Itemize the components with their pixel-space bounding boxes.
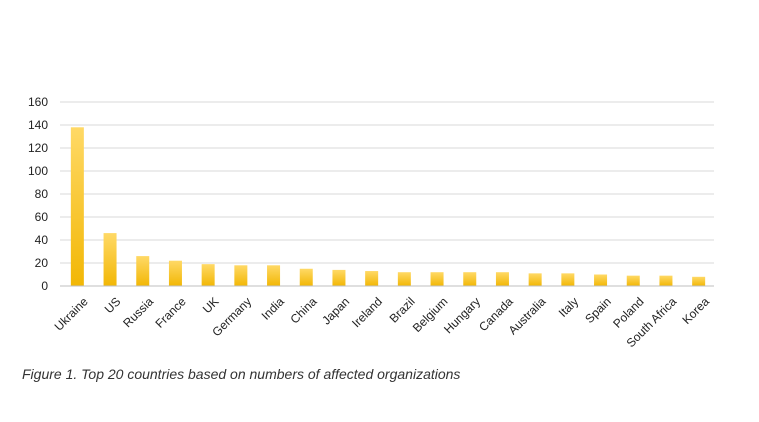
x-tick-label: Ukraine — [52, 294, 91, 333]
y-axis-ticks: 0 20 40 60 80 100 120 140 160 — [28, 95, 48, 293]
x-tick-label: Russia — [120, 294, 156, 330]
x-tick-label: Hungary — [441, 294, 483, 336]
y-tick-label: 160 — [28, 95, 48, 109]
x-tick-label: Korea — [679, 294, 712, 327]
bar-hungary — [463, 272, 477, 286]
y-tick-label: 40 — [35, 233, 49, 247]
bar-south-africa — [659, 275, 673, 286]
gridlines — [60, 101, 714, 264]
y-tick-label: 80 — [35, 187, 49, 201]
x-tick-label: UK — [200, 294, 222, 316]
x-tick-label: US — [102, 294, 124, 316]
bar-chart: 0 20 40 60 80 100 120 140 160 Ukraine USRussiaFra… — [28, 95, 714, 350]
bar-belgium — [430, 272, 444, 286]
bar-russia — [136, 256, 150, 286]
figure-caption: Figure 1. Top 20 countries based on numb… — [22, 366, 461, 382]
x-tick-label: Ireland — [349, 294, 385, 330]
bar-uk — [201, 264, 215, 286]
y-tick-label: 100 — [28, 164, 48, 178]
bar-ukraine — [70, 127, 84, 286]
x-tick-label: Spain — [582, 294, 614, 326]
bar-spain — [594, 274, 608, 286]
bar-italy — [561, 273, 575, 286]
bar-ireland — [365, 271, 379, 286]
bar-japan — [332, 269, 346, 286]
x-tick-label: China — [288, 294, 320, 326]
y-tick-label: 60 — [35, 210, 49, 224]
bar-france — [168, 260, 182, 286]
bar-poland — [626, 275, 640, 286]
bar-canada — [495, 272, 509, 286]
x-tick-label: France — [152, 294, 189, 331]
y-tick-label: 140 — [28, 118, 48, 132]
bar-brazil — [397, 272, 411, 286]
x-tick-label: Italy — [556, 294, 581, 319]
bar-china — [299, 268, 313, 286]
x-tick-label: Japan — [319, 294, 352, 327]
y-tick-label: 0 — [41, 279, 48, 293]
x-tick-label: India — [259, 294, 288, 323]
bar-korea — [692, 276, 706, 286]
bar-us — [103, 233, 117, 286]
bar-australia — [528, 273, 542, 286]
y-tick-label: 120 — [28, 141, 48, 155]
bars — [70, 127, 706, 286]
bar-india — [267, 265, 281, 286]
y-tick-label: 20 — [35, 256, 49, 270]
bar-germany — [234, 265, 248, 286]
